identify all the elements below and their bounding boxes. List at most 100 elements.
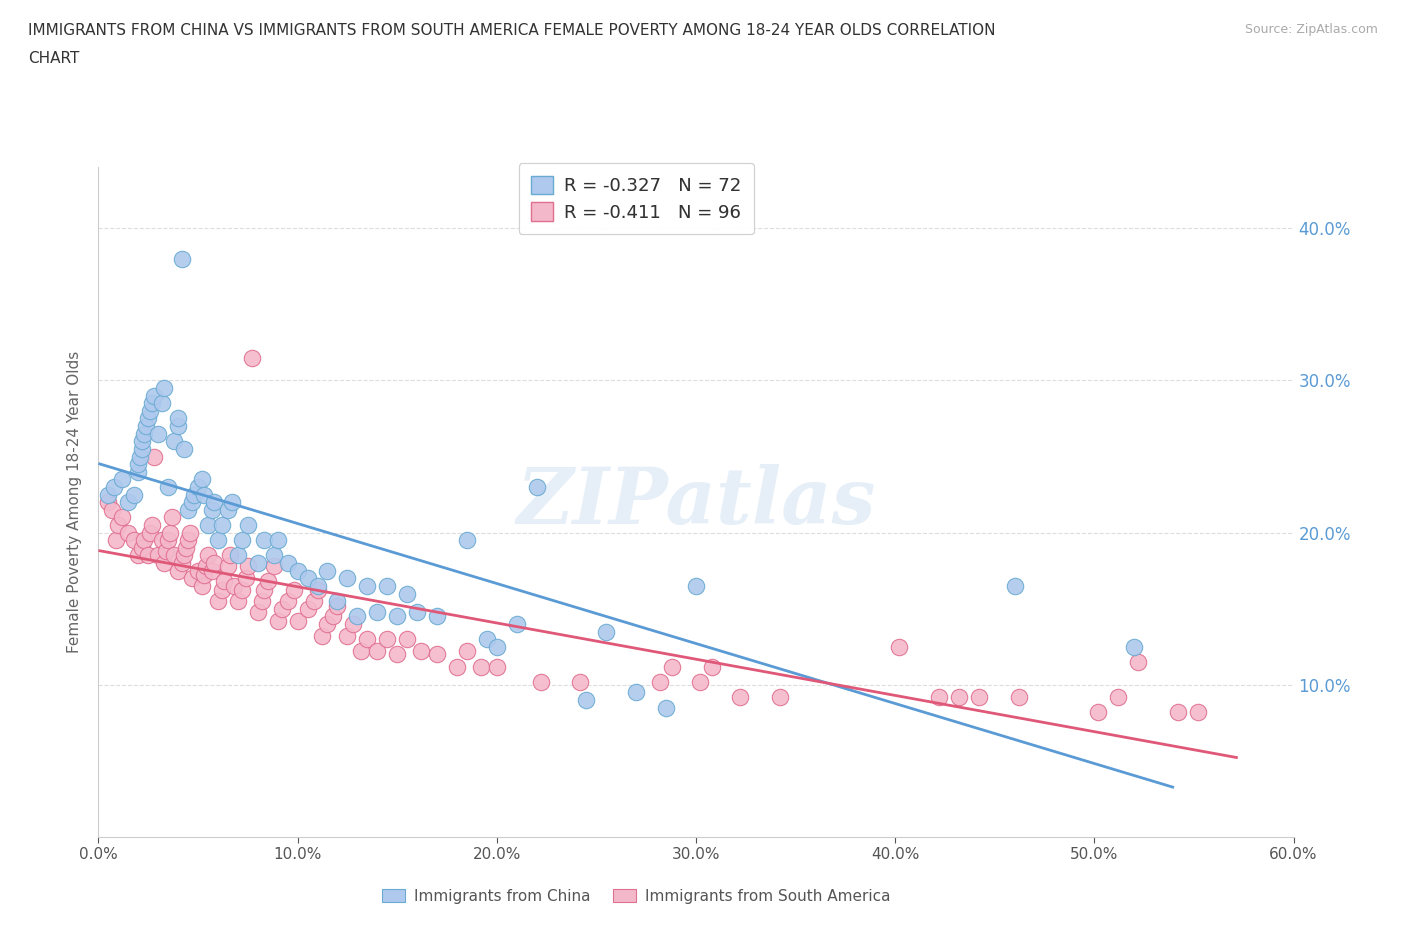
Point	[139, 525, 162, 540]
Point	[385, 609, 409, 624]
Point	[172, 251, 194, 266]
Point	[1107, 689, 1129, 704]
Point	[263, 559, 285, 574]
Point	[231, 583, 253, 598]
Point	[277, 593, 299, 608]
Point	[406, 604, 429, 619]
Point	[316, 564, 339, 578]
Point	[297, 602, 319, 617]
Point	[356, 578, 378, 593]
Point	[157, 480, 180, 495]
Point	[207, 593, 229, 608]
Point	[356, 631, 378, 646]
Point	[1004, 578, 1026, 593]
Point	[246, 555, 269, 570]
Point	[153, 380, 176, 395]
Point	[263, 548, 285, 563]
Point	[307, 578, 329, 593]
Point	[700, 659, 723, 674]
Point	[769, 689, 792, 704]
Point	[129, 449, 152, 464]
Point	[948, 689, 970, 704]
Point	[202, 555, 225, 570]
Point	[136, 548, 159, 563]
Point	[127, 464, 149, 479]
Point	[163, 434, 186, 449]
Point	[155, 543, 177, 558]
Point	[148, 426, 170, 441]
Point	[287, 564, 309, 578]
Point	[217, 502, 239, 517]
Point	[456, 533, 478, 548]
Point	[366, 604, 388, 619]
Point	[316, 617, 339, 631]
Point	[366, 644, 388, 658]
Point	[191, 472, 214, 486]
Point	[231, 533, 253, 548]
Point	[426, 647, 449, 662]
Point	[526, 480, 548, 495]
Point	[1167, 705, 1189, 720]
Point	[253, 583, 276, 598]
Point	[277, 555, 299, 570]
Point	[131, 540, 153, 555]
Legend: Immigrants from China, Immigrants from South America: Immigrants from China, Immigrants from S…	[375, 883, 897, 910]
Point	[246, 604, 269, 619]
Point	[928, 689, 950, 704]
Point	[456, 644, 478, 658]
Point	[153, 555, 176, 570]
Point	[193, 487, 215, 502]
Point	[322, 609, 344, 624]
Point	[127, 457, 149, 472]
Point	[135, 418, 157, 433]
Point	[211, 583, 233, 598]
Point	[172, 555, 194, 570]
Point	[167, 411, 190, 426]
Point	[575, 693, 598, 708]
Point	[103, 480, 125, 495]
Text: IMMIGRANTS FROM CHINA VS IMMIGRANTS FROM SOUTH AMERICA FEMALE POVERTY AMONG 18-2: IMMIGRANTS FROM CHINA VS IMMIGRANTS FROM…	[28, 23, 995, 38]
Point	[197, 548, 219, 563]
Point	[148, 548, 170, 563]
Point	[1087, 705, 1109, 720]
Point	[107, 518, 129, 533]
Point	[530, 674, 553, 689]
Point	[375, 578, 398, 593]
Point	[181, 495, 204, 510]
Point	[267, 614, 290, 629]
Point	[136, 411, 159, 426]
Point	[173, 442, 195, 457]
Point	[1007, 689, 1029, 704]
Y-axis label: Female Poverty Among 18-24 Year Olds: Female Poverty Among 18-24 Year Olds	[67, 352, 83, 654]
Point	[661, 659, 683, 674]
Point	[174, 540, 197, 555]
Point	[235, 571, 257, 586]
Point	[236, 559, 259, 574]
Point	[287, 614, 309, 629]
Point	[967, 689, 990, 704]
Point	[167, 564, 190, 578]
Point	[655, 700, 678, 715]
Point	[97, 487, 120, 502]
Point	[124, 533, 146, 548]
Point	[111, 510, 134, 525]
Point	[648, 674, 672, 689]
Point	[336, 629, 359, 644]
Text: CHART: CHART	[28, 51, 80, 66]
Point	[134, 533, 156, 548]
Point	[267, 533, 290, 548]
Point	[297, 571, 319, 586]
Point	[183, 487, 205, 502]
Point	[181, 571, 204, 586]
Point	[270, 602, 292, 617]
Point	[134, 426, 156, 441]
Point	[177, 533, 200, 548]
Point	[411, 644, 433, 658]
Point	[167, 418, 190, 433]
Point	[150, 396, 173, 411]
Point	[336, 571, 359, 586]
Point	[302, 593, 325, 608]
Point	[326, 593, 349, 608]
Point	[396, 586, 419, 601]
Point	[187, 564, 209, 578]
